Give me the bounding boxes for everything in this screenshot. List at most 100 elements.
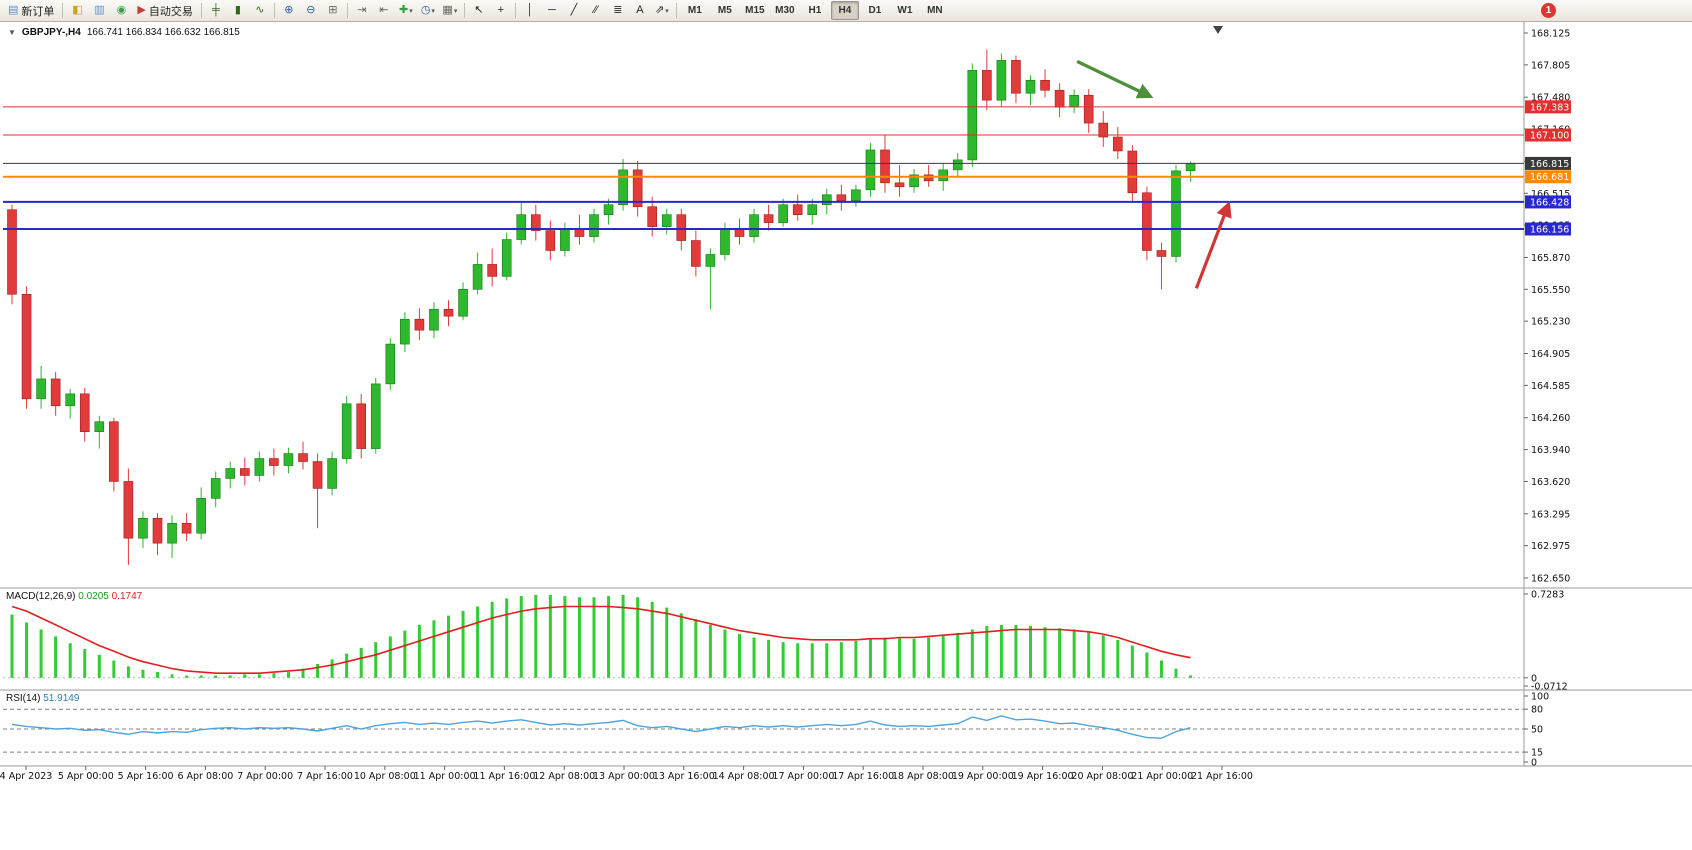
arrows-icon[interactable]: ⇗ ▾ (651, 2, 673, 20)
bear-candle (240, 468, 250, 476)
periods-icon[interactable]: ◷ ▾ (417, 2, 439, 20)
bear-candle (356, 403, 367, 449)
price-axis-label: 164.260 (1531, 413, 1570, 424)
bars-view-icon[interactable]: ╪ (205, 2, 227, 20)
vertical-line-icon[interactable]: │ (519, 2, 541, 20)
bear-candle (269, 458, 279, 466)
bear-candle (880, 149, 890, 184)
bear-candle (574, 229, 585, 237)
macd-histogram-bar (316, 663, 320, 678)
dropdown-caret-icon: ▾ (431, 7, 435, 15)
macd-main-value: 0.0205 (78, 591, 109, 602)
bull-candle (560, 229, 570, 251)
macd-histogram-bar (883, 637, 887, 678)
timeframe-m15-button[interactable]: M15 (745, 5, 765, 16)
fibonacci-icon[interactable]: ≣ (607, 2, 629, 20)
bear-candle (545, 230, 556, 251)
trendline-icon[interactable]: ╱ (563, 2, 585, 20)
macd-histogram-bar (170, 674, 174, 678)
macd-histogram-bar (898, 637, 902, 678)
dropdown-caret-icon: ▾ (409, 7, 413, 15)
macd-histogram-bar (10, 614, 14, 678)
templates-icon[interactable]: ▦ ▾ (439, 2, 461, 20)
bull-candle (1171, 170, 1181, 257)
auto-trading-button[interactable]: ▶ 自动交易 (132, 2, 197, 20)
bull-candle (778, 204, 788, 223)
macd-histogram-bar (214, 675, 218, 678)
macd-histogram-bar (228, 675, 232, 678)
channel-icon[interactable]: ∕∕ (585, 2, 607, 20)
zoom-in-icon[interactable]: ⊕ (278, 2, 300, 20)
price-axis-label: 164.905 (1531, 349, 1570, 360)
bear-candle (1098, 122, 1109, 138)
bear-candle (982, 70, 992, 101)
bear-candle (1083, 94, 1094, 124)
notification-badge[interactable]: 1 (1541, 3, 1556, 18)
rsi-axis-label: 100 (1531, 692, 1549, 703)
indicators-icon[interactable]: ✚ ▾ (395, 2, 417, 20)
tile-windows-icon[interactable]: ⊞ (322, 2, 344, 20)
bull-candle (327, 458, 337, 489)
auto-trading-icon: ▶ (137, 4, 146, 16)
market-watch-icon-glyph: ◧ (72, 4, 83, 16)
trendline-icon-glyph: ╱ (570, 4, 578, 16)
timeframe-h1-button[interactable]: H1 (808, 5, 822, 16)
bear-candle (312, 461, 323, 489)
rsi-axis-label: 0 (1531, 758, 1537, 769)
candles-view-icon[interactable]: ▮ (227, 2, 249, 20)
market-watch-icon[interactable]: ◧ (66, 2, 88, 20)
chart-plot-area[interactable] (0, 22, 1524, 588)
time-axis-label: 20 Apr 08:00 (1071, 771, 1133, 782)
timeframe-d1-button[interactable]: D1 (868, 5, 882, 16)
toolbar-separator (514, 3, 516, 18)
bear-candle (894, 182, 905, 188)
cursor-icon[interactable]: ↖ (468, 2, 490, 20)
rsi-label: RSI(14) 51.9149 (6, 693, 79, 704)
auto-scroll-icon[interactable]: ⇥ (351, 2, 373, 20)
horizontal-line-icon[interactable]: ─ (541, 2, 563, 20)
macd-axis-label: 0.7283 (1531, 590, 1564, 601)
chart-shift-icon[interactable]: ⇤ (373, 2, 395, 20)
crosshair-icon[interactable]: + (490, 2, 512, 20)
chart-shift-marker[interactable] (1213, 26, 1223, 34)
time-axis-label: 6 Apr 08:00 (177, 771, 233, 782)
macd-histogram-bar (97, 654, 101, 678)
timeframe-h4-button[interactable]: H4 (830, 1, 859, 20)
macd-histogram-bar (825, 643, 829, 678)
time-axis-label: 5 Apr 00:00 (58, 771, 114, 782)
timeframe-m1-button[interactable]: M1 (687, 5, 702, 16)
pivot-line-orange-badge (1525, 170, 1571, 184)
bull-candle (341, 403, 352, 459)
text-icon[interactable]: A (629, 2, 651, 20)
zoom-out-icon[interactable]: ⊖ (300, 2, 322, 20)
bounce-up-arrow[interactable] (1194, 200, 1232, 289)
timeframe-mn-button[interactable]: MN (927, 5, 943, 16)
indicators-icon-glyph: ✚ (399, 4, 409, 16)
line-view-icon[interactable]: ∿ (249, 2, 271, 20)
macd-histogram-bar (112, 660, 116, 678)
price-axis-label: 162.650 (1531, 574, 1570, 585)
timeframe-w1-button[interactable]: W1 (897, 5, 913, 16)
auto-scroll-icon-glyph: ⇥ (357, 4, 367, 16)
downtrend-arrow[interactable] (1076, 59, 1154, 99)
new-order-button[interactable]: ▤ 新订单 (3, 2, 59, 20)
macd-histogram-bar (432, 620, 436, 678)
chart-menu-icon[interactable]: ▼ (8, 28, 16, 37)
macd-histogram-bar (694, 619, 698, 678)
data-window-icon[interactable]: ▥ (88, 2, 110, 20)
bear-candle (763, 214, 774, 223)
timeframe-m30-button[interactable]: M30 (775, 5, 795, 16)
macd-histogram-bar (592, 597, 596, 678)
cursor-icon-glyph: ↖ (474, 4, 484, 16)
macd-histogram-bar (461, 611, 465, 678)
price-axis-label: 162.975 (1531, 541, 1570, 552)
support-line-2-badge-label: 166.156 (1530, 225, 1569, 236)
navigator-icon[interactable]: ◉ (110, 2, 132, 20)
resistance-line-2-badge-label: 167.100 (1530, 131, 1569, 142)
bull-candle (385, 343, 396, 385)
price-axis-label: 165.550 (1531, 285, 1570, 296)
timeframe-m5-button[interactable]: M5 (717, 5, 732, 16)
bear-candle (1127, 150, 1138, 194)
